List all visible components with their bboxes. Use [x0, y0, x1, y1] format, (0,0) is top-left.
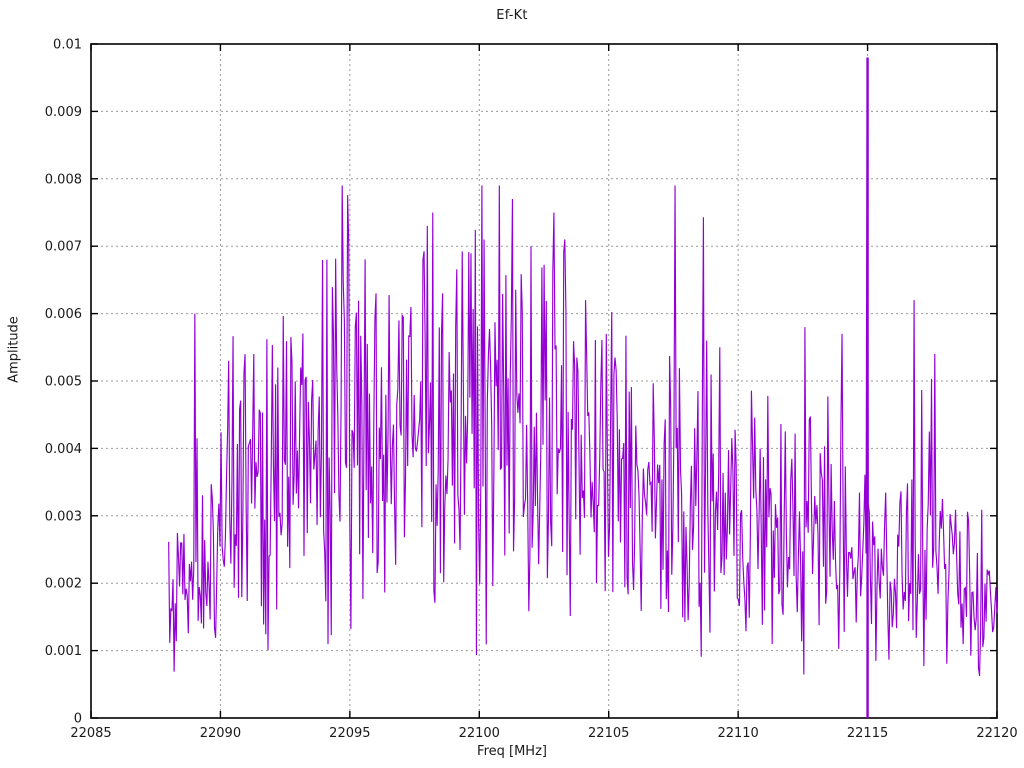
spectrum-trace	[168, 57, 998, 718]
x-axis-label: Freq [MHz]	[477, 744, 547, 759]
page-title: Ef-Kt	[496, 8, 528, 23]
svg-text:22095: 22095	[329, 726, 370, 741]
svg-text:22110: 22110	[717, 726, 758, 741]
svg-text:0.006: 0.006	[45, 307, 82, 322]
svg-text:0.009: 0.009	[45, 105, 82, 120]
svg-text:0.003: 0.003	[45, 509, 82, 524]
tick-labels: 0 0.001 0.002 0.003 0.004 0.005 0.006 0.007 0.00…	[45, 38, 1018, 742]
svg-text:0.008: 0.008	[45, 172, 82, 187]
grid-lines	[91, 43, 997, 718]
svg-text:22090: 22090	[200, 726, 241, 741]
svg-text:22105: 22105	[588, 726, 629, 741]
svg-text:22120: 22120	[976, 726, 1017, 741]
svg-text:22115: 22115	[847, 726, 888, 741]
plot-frame	[90, 43, 998, 719]
svg-text:0.01: 0.01	[53, 38, 82, 53]
svg-text:0.002: 0.002	[45, 577, 82, 592]
svg-text:0.005: 0.005	[45, 375, 82, 390]
svg-text:0.001: 0.001	[45, 644, 82, 659]
svg-text:22085: 22085	[70, 726, 111, 741]
svg-text:22100: 22100	[459, 726, 500, 741]
svg-text:0.007: 0.007	[45, 240, 82, 255]
svg-text:0.004: 0.004	[45, 442, 82, 457]
svg-text:0: 0	[74, 712, 82, 727]
